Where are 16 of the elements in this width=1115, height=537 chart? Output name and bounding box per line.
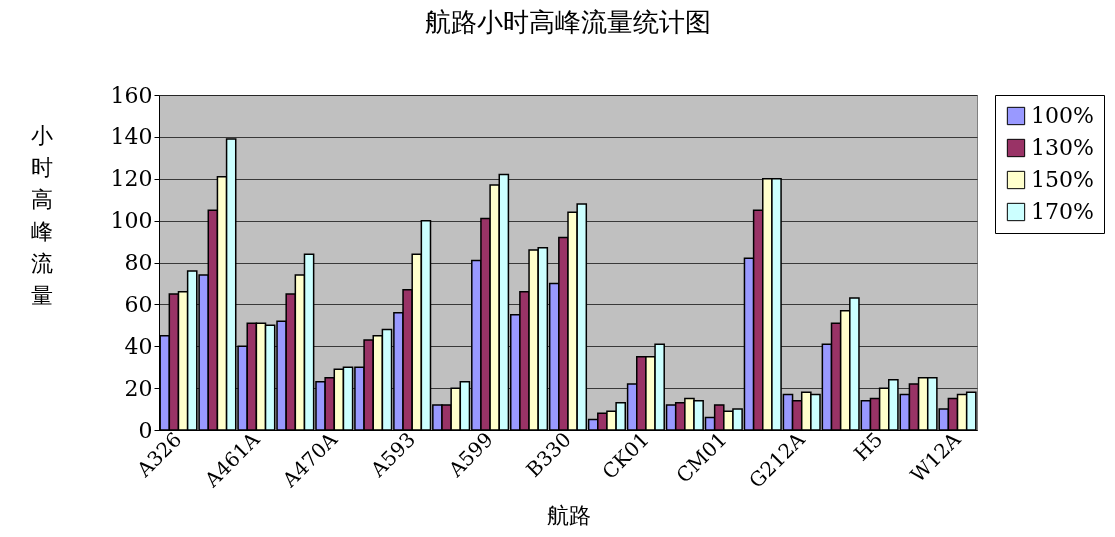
x-axis-title: 航路 (546, 503, 591, 529)
y-tick-label: 20 (124, 375, 153, 401)
y-tick-label: 100 (110, 208, 153, 234)
y-tick-label: 60 (124, 291, 153, 317)
legend-label: 100% (1031, 103, 1094, 128)
chart-title: 航路小时高峰流量统计图 (425, 7, 711, 37)
y-tick-label: 80 (124, 250, 153, 275)
y-tick-label: 40 (124, 333, 153, 359)
y-tick-label: 120 (110, 166, 153, 192)
y-axis-title: 小时高峰流量 (30, 122, 53, 308)
legend-label: 170% (1031, 199, 1094, 224)
y-tick-label: 140 (110, 124, 153, 150)
legend-label: 150% (1031, 167, 1094, 192)
legend-label: 130% (1031, 135, 1094, 160)
x-tick-label: H5 (849, 427, 888, 466)
y-tick-label: 160 (110, 82, 153, 108)
